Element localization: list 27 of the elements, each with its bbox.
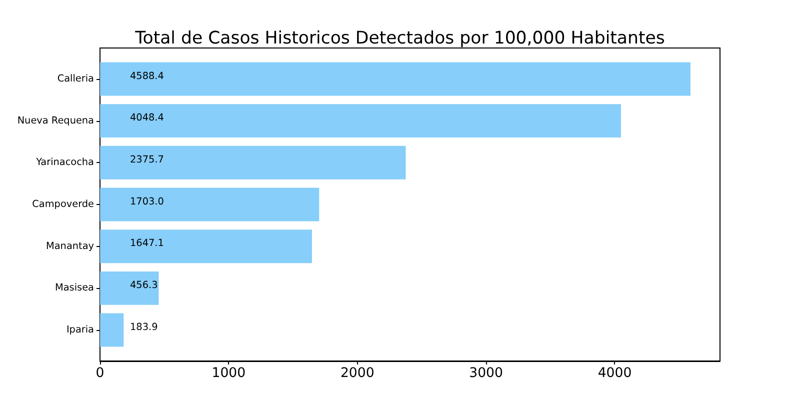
x-tick-label: 2000 (340, 366, 374, 381)
x-tick-label: 0 (96, 366, 104, 381)
y-tick-label: Iparia (66, 324, 94, 336)
chart-title: Total de Casos Historicos Detectados por 100,000 Habitantes (134, 28, 665, 48)
bar (100, 62, 690, 96)
data-label: 183.9 (130, 322, 158, 333)
bar (100, 271, 159, 305)
y-tick-label: Nueva Requena (17, 115, 94, 126)
bar (100, 104, 621, 138)
x-tick-label: 1000 (212, 366, 246, 381)
y-tick-label: Calleria (57, 73, 94, 84)
bar (100, 313, 124, 347)
x-tick-label: 4000 (598, 366, 632, 381)
bar (100, 188, 320, 222)
y-tick-label: Masisea (55, 282, 94, 294)
x-tick-label: 3000 (469, 366, 503, 381)
data-label: 4048.4 (130, 112, 164, 124)
data-label: 1703.0 (130, 196, 164, 208)
data-label: 456.3 (130, 280, 158, 292)
bar (100, 230, 312, 264)
bar (100, 146, 406, 180)
y-tick-label: Manantay (46, 240, 94, 252)
y-tick-label: Yarinacocha (35, 157, 94, 168)
data-label: 4588.4 (130, 70, 164, 82)
data-label: 1647.1 (130, 238, 164, 250)
y-tick-label: Campoverde (32, 199, 94, 210)
data-label: 2375.7 (130, 154, 164, 166)
